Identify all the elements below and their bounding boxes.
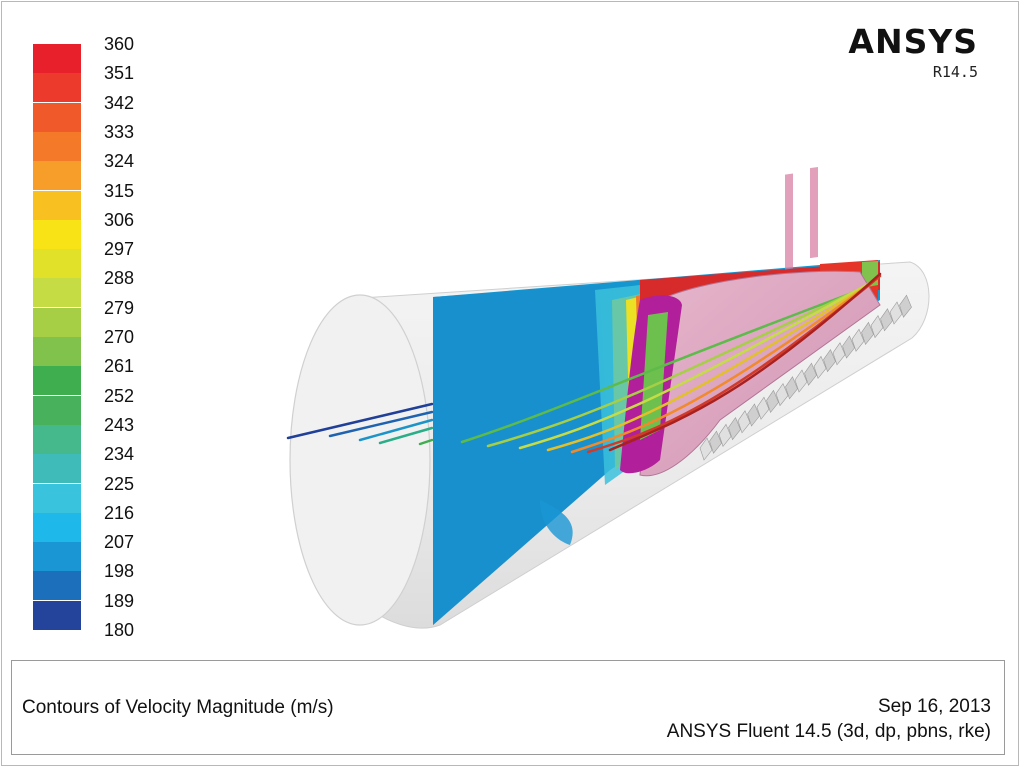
legend-tick-label: 189 bbox=[104, 590, 135, 611]
solver-label: ANSYS Fluent 14.5 (3d, dp, pbns, rke) bbox=[666, 721, 991, 742]
rib-fin bbox=[728, 416, 741, 441]
pathlines bbox=[286, 272, 882, 454]
rib-fin bbox=[775, 382, 789, 407]
legend-swatch bbox=[33, 542, 81, 572]
rib-fin bbox=[766, 389, 779, 414]
legend-tick-label: 342 bbox=[104, 92, 135, 113]
legend-swatch bbox=[33, 395, 81, 425]
legend-swatch bbox=[33, 44, 81, 73]
legend-swatch bbox=[33, 600, 81, 630]
rib-fin bbox=[804, 362, 817, 386]
contour-caption: Contours of Velocity Magnitude (m/s) bbox=[22, 697, 334, 718]
legend-tick-label: 216 bbox=[104, 502, 135, 523]
legend-tick-label: 234 bbox=[104, 444, 135, 465]
legend-tick-label: 288 bbox=[104, 268, 135, 289]
rib-fin bbox=[870, 314, 884, 339]
rib-fin bbox=[718, 423, 732, 448]
legend-tick-label: 360 bbox=[104, 34, 135, 54]
rib-fin bbox=[794, 369, 808, 393]
legend-swatch bbox=[33, 366, 81, 396]
legend-swatch bbox=[33, 337, 81, 366]
rib-fin bbox=[699, 437, 713, 461]
legend-tick-label: 306 bbox=[104, 209, 135, 230]
rib-fin bbox=[785, 376, 798, 400]
legend-tick-label: 180 bbox=[104, 620, 135, 640]
legend-tick-label: 315 bbox=[104, 180, 135, 201]
legend-swatch bbox=[33, 73, 81, 103]
legend-tick-label: 261 bbox=[104, 356, 135, 377]
rib-fin bbox=[899, 294, 912, 318]
legend-swatch bbox=[33, 249, 81, 279]
ribbed-surface bbox=[699, 294, 912, 461]
legend-swatch bbox=[33, 483, 81, 513]
legend-swatch bbox=[33, 307, 81, 337]
rib-fin bbox=[842, 335, 855, 359]
legend-swatch bbox=[33, 219, 81, 249]
rib-fin bbox=[861, 321, 874, 346]
date-label: Sep 16, 2013 bbox=[877, 696, 991, 717]
legend-swatch bbox=[33, 454, 81, 484]
legend-swatch bbox=[33, 571, 81, 601]
rib-fin bbox=[880, 308, 893, 332]
rib-fin bbox=[709, 430, 722, 454]
legend-tick-label: 351 bbox=[104, 63, 135, 84]
legend-swatch bbox=[33, 131, 81, 161]
legend-tick-label: 333 bbox=[104, 121, 135, 142]
rib-fin bbox=[813, 355, 827, 380]
ansys-logo: ANSYS bbox=[848, 22, 978, 61]
legend-swatch bbox=[33, 278, 81, 308]
legend-swatch bbox=[33, 424, 81, 454]
rib-fin bbox=[737, 410, 751, 434]
legend-tick-label: 207 bbox=[104, 532, 135, 553]
version-label: R14.5 bbox=[932, 63, 978, 81]
legend-tick-label: 252 bbox=[104, 385, 135, 406]
rib-fin bbox=[832, 342, 846, 366]
rib-fin bbox=[747, 403, 760, 427]
rib-fin bbox=[889, 301, 903, 325]
info-footer: Contours of Velocity Magnitude (m/s) Sep… bbox=[11, 660, 1005, 755]
legend-swatch bbox=[33, 512, 81, 542]
legend-tick-label: 198 bbox=[104, 561, 135, 582]
legend-tick-label: 243 bbox=[104, 414, 135, 435]
color-legend bbox=[33, 44, 81, 630]
graphics-viewport[interactable] bbox=[0, 0, 1022, 660]
inlet-face bbox=[289, 294, 431, 626]
rib-fin bbox=[823, 348, 836, 373]
legend-tick-label: 225 bbox=[104, 473, 135, 494]
legend-tick-label: 279 bbox=[104, 297, 135, 318]
legend-tick-label: 297 bbox=[104, 239, 135, 260]
legend-swatch bbox=[33, 102, 81, 132]
legend-swatch bbox=[33, 161, 81, 191]
ansys-brand: ANSYS R14.5 bbox=[848, 22, 978, 81]
rib-fin bbox=[756, 396, 770, 420]
legend-swatch bbox=[33, 190, 81, 220]
legend-tick-label: 324 bbox=[104, 151, 135, 172]
rib-fin bbox=[851, 328, 865, 352]
legend-tick-label: 270 bbox=[104, 327, 135, 347]
